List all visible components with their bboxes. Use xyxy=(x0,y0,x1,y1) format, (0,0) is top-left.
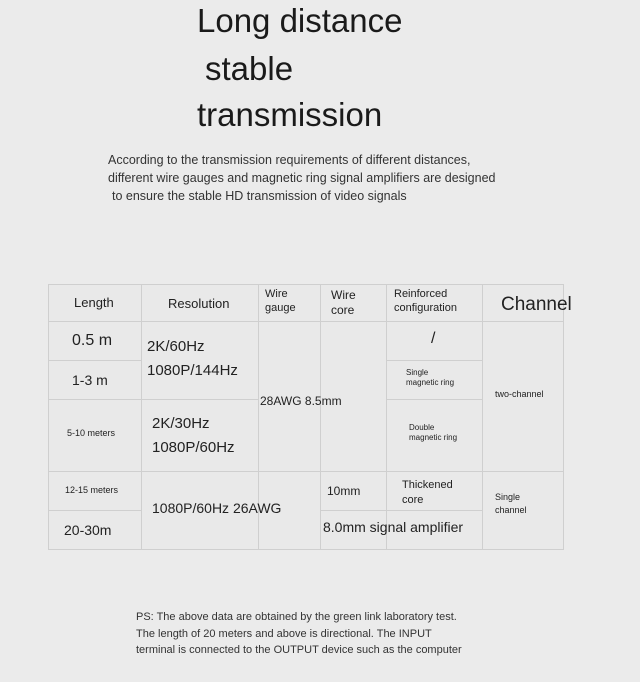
ps-line: The length of 20 meters and above is dir… xyxy=(136,628,432,640)
header-wire-core: Wire core xyxy=(331,288,356,317)
reinforced-cell: Double magnetic ring xyxy=(409,423,458,442)
intro-line: different wire gauges and magnetic ring … xyxy=(108,171,496,185)
ps-line: terminal is connected to the OUTPUT devi… xyxy=(136,644,462,656)
channel-cell: two-channel xyxy=(495,389,544,399)
title-line-2: stable xyxy=(205,50,294,87)
channel-cell: Single channel xyxy=(495,492,527,515)
title-line-3: transmission xyxy=(197,96,383,133)
title-line-1: Long distance xyxy=(197,2,403,39)
ps-line: PS: The above data are obtained by the g… xyxy=(136,611,457,623)
spec-table: Length Resolution Wire gauge Wire core Rei… xyxy=(48,284,572,550)
resolution-cell: 2K/30Hz 1080P/60Hz xyxy=(152,415,235,456)
reinforced-cell: Single magnetic ring xyxy=(406,368,455,387)
core-cell: 8.0mm signal amplifier xyxy=(323,519,464,535)
intro-line: to ensure the stable HD transmission of … xyxy=(112,189,407,203)
length-cell: 1-3 m xyxy=(72,372,108,388)
intro-line: According to the transmission requiremen… xyxy=(108,153,471,167)
header-wire-gauge: Wire gauge xyxy=(265,288,296,314)
core-cell: 10mm xyxy=(327,484,361,498)
header-length: Length xyxy=(74,295,114,310)
length-cell: 5-10 meters xyxy=(67,428,116,438)
length-cell: 0.5 m xyxy=(72,332,113,349)
header-reinforced: Reinforced configuration xyxy=(394,288,457,314)
resolution-cell: 1080P/60Hz 26AWG xyxy=(152,500,282,516)
gauge-core-cell: 28AWG 8.5mm xyxy=(260,394,342,408)
length-cell: 12-15 meters xyxy=(65,485,119,495)
resolution-cell: 2K/60Hz 1080P/144Hz xyxy=(147,338,238,379)
reinforced-cell: / xyxy=(431,330,436,347)
reinforced-cell: Thickened core xyxy=(402,479,453,506)
length-cell: 20-30m xyxy=(64,522,112,538)
header-resolution: Resolution xyxy=(168,296,230,311)
header-channel: Channel xyxy=(501,294,572,315)
